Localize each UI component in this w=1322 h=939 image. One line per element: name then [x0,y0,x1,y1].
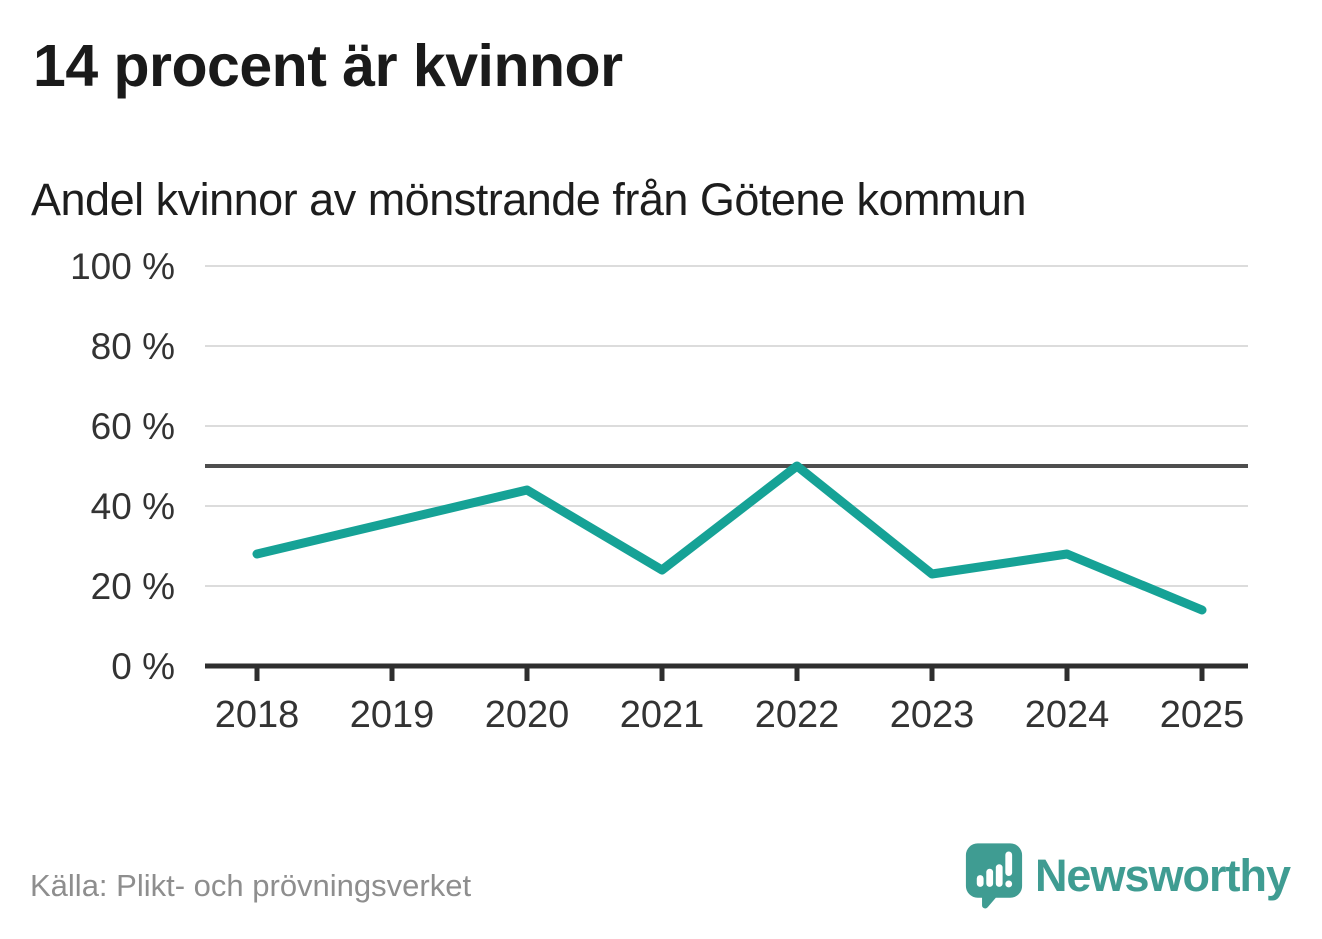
speech-bubble-shape [965,843,1023,909]
y-axis-tick-label: 100 % [70,246,175,287]
chart-title: 14 procent är kvinnor [33,33,623,99]
bar-medium [986,868,994,887]
y-axis-tick-label: 80 % [91,326,175,367]
x-axis-tick-label: 2022 [755,694,840,736]
chart-subtitle: Andel kvinnor av mönstrande från Götene … [31,174,1027,225]
x-axis-tick-label: 2021 [620,694,705,736]
bar-small [976,875,984,887]
x-axis-tick-label: 2018 [215,694,300,736]
data-line-andel-kvinnor [252,461,1207,615]
x-axis-tick-label: 2023 [890,694,975,736]
brand-wordmark: Newsworthy [1034,850,1291,901]
x-axis-tick-label: 2020 [485,694,570,736]
y-axis-tick-label: 0 % [111,646,175,687]
y-axis-tick-label: 20 % [91,566,175,607]
y-axis-tick-label: 60 % [91,406,175,447]
y-axis-tick-label: 40 % [91,486,175,527]
exclamation-bar [1005,851,1013,876]
bar-tall [995,864,1003,887]
newsworthy-logo: Newsworthy [965,842,1291,910]
x-axis-tick-label: 2019 [350,694,435,736]
line-chart: 0 % 20 % 40 % 60 % 80 % 100 % 2018 2019 2020 2021… [70,246,1248,736]
speech-bubble-bar-chart-icon [965,843,1023,909]
exclamation-dot [1005,880,1013,888]
x-axis-tick-label: 2025 [1160,694,1245,736]
x-axis-tick-label: 2024 [1025,694,1110,736]
source-note: Källa: Plikt- och prövningsverket [30,868,472,903]
